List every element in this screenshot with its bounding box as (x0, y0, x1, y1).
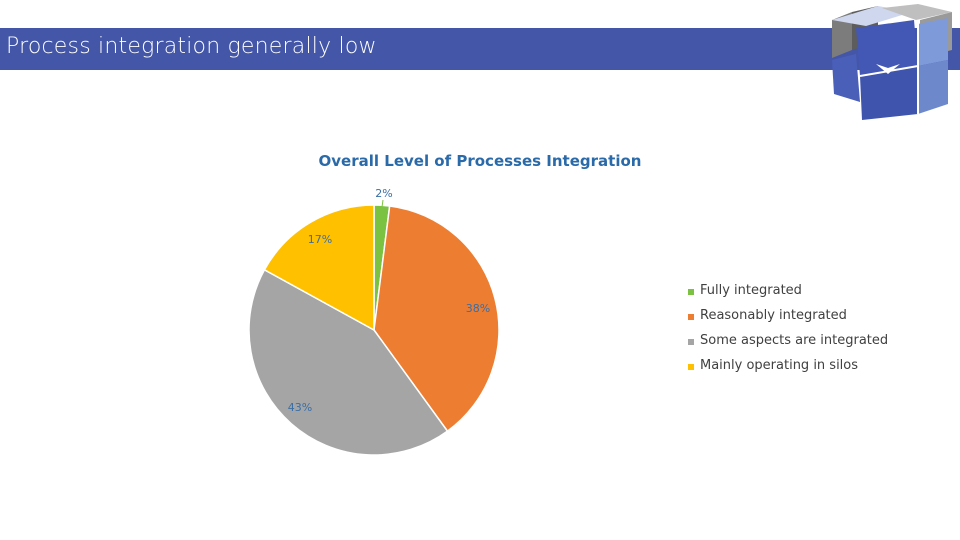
legend-label: Reasonably integrated (700, 308, 847, 323)
chart-title: Overall Level of Processes Integration (318, 152, 642, 170)
legend-label: Mainly operating in silos (700, 358, 859, 373)
pie-data-label: 17% (308, 233, 332, 246)
cube-logo-icon (832, 4, 952, 120)
pie-slice-reasonably-integrated (373, 205, 500, 433)
pie-data-label: 2% (375, 187, 392, 200)
legend-swatch (688, 339, 694, 345)
pie-slice-mainly-operating-in-silos (263, 204, 375, 332)
pie-data-label: 43% (288, 401, 312, 414)
legend-swatch (688, 289, 694, 295)
legend-label: Fully integrated (700, 283, 802, 298)
legend-label: Some aspects are integrated (700, 333, 889, 348)
legend-swatch (688, 314, 694, 320)
slide-title-bar: Process integration generally low (0, 28, 960, 70)
pie-leader-line (381, 199, 384, 208)
legend-swatch (688, 364, 694, 370)
slide-title: Process integration generally low (6, 34, 377, 59)
pie-data-label: 38% (466, 302, 490, 315)
pie-slice-some-aspects-are-integrated (248, 268, 449, 456)
